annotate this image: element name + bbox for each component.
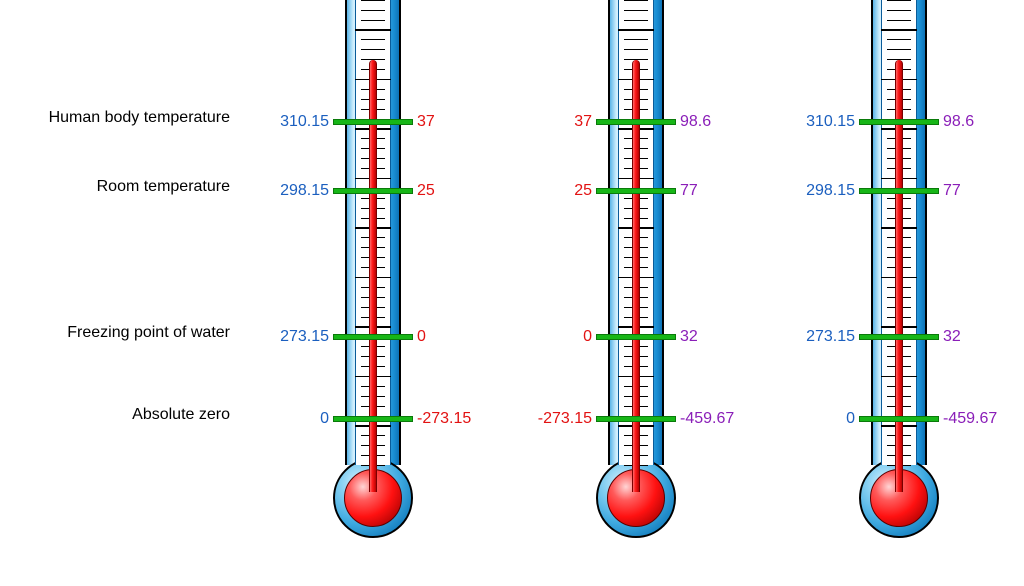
value-right-room: 77 xyxy=(680,182,698,200)
marker-freeze xyxy=(596,334,676,340)
value-left-abszero: -273.15 xyxy=(538,410,592,428)
marker-room xyxy=(333,188,413,194)
tick-major xyxy=(618,29,654,31)
tick-minor xyxy=(361,39,385,40)
marker-room xyxy=(859,188,939,194)
marker-abszero xyxy=(596,416,676,422)
thermometer-celsius-fahrenheit xyxy=(608,0,664,540)
tick-major xyxy=(355,29,391,31)
value-left-abszero: 0 xyxy=(320,410,329,428)
row-label: Absolute zero xyxy=(0,406,230,424)
value-left-body: 310.15 xyxy=(280,113,329,131)
value-right-abszero: -459.67 xyxy=(680,410,734,428)
temperature-scales-diagram: Human body temperature Room temperature Fr… xyxy=(0,0,1024,586)
value-left-room: 298.15 xyxy=(280,182,329,200)
tick-minor xyxy=(361,49,385,50)
marker-freeze xyxy=(333,334,413,340)
marker-abszero xyxy=(859,416,939,422)
value-right-abszero: -459.67 xyxy=(943,410,997,428)
tick-minor xyxy=(624,49,648,50)
value-right-body: 98.6 xyxy=(680,113,711,131)
value-right-room: 77 xyxy=(943,182,961,200)
value-left-freeze: 273.15 xyxy=(806,328,855,346)
marker-body xyxy=(859,119,939,125)
marker-body xyxy=(333,119,413,125)
marker-freeze xyxy=(859,334,939,340)
tick-minor xyxy=(624,0,648,1)
row-label: Freezing point of water xyxy=(0,324,230,342)
tick-minor xyxy=(361,0,385,1)
value-left-room: 25 xyxy=(574,182,592,200)
value-left-freeze: 0 xyxy=(583,328,592,346)
tick-minor xyxy=(624,20,648,21)
tick-major xyxy=(881,29,917,31)
tick-minor xyxy=(887,20,911,21)
tick-minor xyxy=(361,10,385,11)
value-left-body: 37 xyxy=(574,113,592,131)
value-right-room: 25 xyxy=(417,182,435,200)
marker-room xyxy=(596,188,676,194)
tick-minor xyxy=(887,0,911,1)
value-right-abszero: -273.15 xyxy=(417,410,471,428)
value-right-freeze: 32 xyxy=(680,328,698,346)
thermometer-kelvin-celsius xyxy=(345,0,401,540)
value-left-abszero: 0 xyxy=(846,410,855,428)
value-right-body: 37 xyxy=(417,113,435,131)
tick-minor xyxy=(887,39,911,40)
thermometer-kelvin-fahrenheit xyxy=(871,0,927,540)
tick-minor xyxy=(887,49,911,50)
tick-minor xyxy=(361,20,385,21)
value-left-body: 310.15 xyxy=(806,113,855,131)
value-left-freeze: 273.15 xyxy=(280,328,329,346)
value-right-freeze: 32 xyxy=(943,328,961,346)
value-right-body: 98.6 xyxy=(943,113,974,131)
marker-body xyxy=(596,119,676,125)
row-label: Human body temperature xyxy=(0,109,230,127)
tick-minor xyxy=(624,10,648,11)
value-right-freeze: 0 xyxy=(417,328,426,346)
tick-minor xyxy=(887,10,911,11)
value-left-room: 298.15 xyxy=(806,182,855,200)
marker-abszero xyxy=(333,416,413,422)
tick-minor xyxy=(624,39,648,40)
row-label: Room temperature xyxy=(0,178,230,196)
